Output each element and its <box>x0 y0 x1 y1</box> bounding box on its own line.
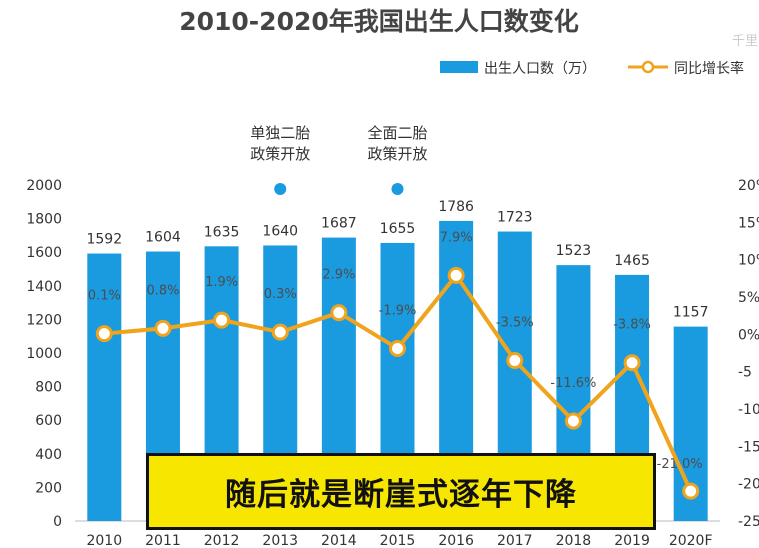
y-left-tick-label: 600 <box>35 413 62 429</box>
rate-point <box>154 319 172 337</box>
x-tick-label: 2012 <box>204 533 240 548</box>
growth-rate-series <box>95 266 700 500</box>
y-left-tick-label: 1600 <box>26 245 62 261</box>
legend-bar-swatch <box>440 61 478 73</box>
policy-annotation-line2: 政策开放 <box>367 145 427 163</box>
rate-value-label: 2.9% <box>322 268 355 283</box>
y-left-tick-label: 200 <box>35 480 62 496</box>
x-tick-label: 2010 <box>86 533 122 548</box>
bar-value-label: 1786 <box>438 199 474 215</box>
y-left-tick-label: 1000 <box>26 346 62 362</box>
rate-point <box>330 304 348 322</box>
policy-annotation-line1: 全面二胎 <box>367 124 427 142</box>
y-right-tick-label: 5% <box>738 290 759 306</box>
rate-point <box>271 323 289 341</box>
policy-annotation-line1: 单独二胎 <box>250 124 310 142</box>
y-left-tick-label: 1800 <box>26 212 62 228</box>
x-tick-label: 2015 <box>380 533 416 548</box>
bar-value-label: 1592 <box>86 232 122 248</box>
y-right-tick-label: -10 <box>738 402 759 418</box>
rate-value-labels: 0.1% 0.8% 1.9% 0.3% 2.9% -1.9% 7.9% -3.5% -11.6%… <box>88 230 703 472</box>
legend-line-label: 同比增长率 <box>674 60 744 77</box>
y-left-tick-label: 2000 <box>26 178 62 194</box>
legend-bar-label: 出生人口数（万） <box>484 61 596 77</box>
y-right-tick-label: 0% <box>738 327 759 343</box>
y-right-tick-label: -25 <box>738 514 759 530</box>
bar-value-label: 1465 <box>614 253 650 269</box>
bar <box>87 253 122 521</box>
rate-point <box>95 325 113 343</box>
bar-value-label: 1157 <box>673 305 709 321</box>
rate-value-label: 7.9% <box>440 230 473 245</box>
y-right-tick-label: -15 <box>738 439 759 455</box>
rate-point <box>623 354 641 372</box>
x-tick-label: 2018 <box>556 533 592 548</box>
watermark-text: 千里 <box>732 34 758 49</box>
rate-value-label: 0.3% <box>264 287 297 302</box>
y-right-tick-label: -20 <box>738 477 759 493</box>
policy-marker-dot <box>274 183 287 195</box>
rate-value-label: -3.5% <box>496 315 534 330</box>
chart-title: 2010-2020年我国出生人口数变化 <box>179 7 579 36</box>
y-left-tick-label: 1200 <box>26 312 62 328</box>
bar-value-label: 1723 <box>497 210 533 226</box>
bar-value-labels: 1592 1604 1635 1640 1687 1655 1786 1723 1523 1465… <box>86 199 708 321</box>
bar-value-label: 1687 <box>321 216 357 232</box>
bar-value-label: 1635 <box>204 224 240 240</box>
rate-value-label: 1.9% <box>205 275 238 290</box>
y-right-tick-label: 15% <box>738 215 759 231</box>
rate-value-label: -1.9% <box>379 304 417 319</box>
x-tick-label: 2014 <box>321 533 357 548</box>
legend: 出生人口数（万） 同比增长率 <box>440 60 744 77</box>
rate-value-label: -11.6% <box>550 376 596 391</box>
x-tick-label: 2017 <box>497 533 533 548</box>
policy-annotation-line2: 政策开放 <box>250 145 310 163</box>
rate-point <box>564 412 582 430</box>
rate-point <box>506 351 524 369</box>
y-left-tick-label: 400 <box>35 447 62 463</box>
y-left-tick-label: 800 <box>35 380 62 396</box>
legend-line-marker <box>641 60 655 74</box>
x-tick-label: 2019 <box>614 533 650 548</box>
x-tick-label: 2013 <box>262 533 298 548</box>
rate-value-label: 0.1% <box>88 289 121 304</box>
rate-point <box>447 266 465 284</box>
caption-text: 随后就是断崖式逐年下降 <box>225 477 577 513</box>
y-left-tick-label: 1400 <box>26 279 62 295</box>
bar-value-label: 1640 <box>262 223 298 239</box>
bar-value-label: 1655 <box>380 221 416 237</box>
policy-marker-dot <box>391 183 404 195</box>
rate-point <box>682 482 700 500</box>
bar-value-label: 1604 <box>145 230 181 246</box>
rate-point <box>213 311 231 329</box>
rate-value-label: 0.8% <box>146 283 179 298</box>
caption-banner: 随后就是断崖式逐年下降 <box>146 453 656 530</box>
rate-point <box>389 340 406 358</box>
x-tick-label: 2011 <box>145 533 181 548</box>
rate-value-label: -3.8% <box>613 318 651 333</box>
y-right-tick-label: 10% <box>738 253 759 269</box>
y-right-tick-label: -5 <box>738 365 752 381</box>
y-left-tick-label: 0 <box>53 514 62 530</box>
bar-value-label: 1523 <box>556 243 592 259</box>
y-right-tick-label: 20% <box>738 178 759 194</box>
x-tick-label: 2020F <box>669 533 713 548</box>
x-tick-label: 2016 <box>438 533 474 548</box>
